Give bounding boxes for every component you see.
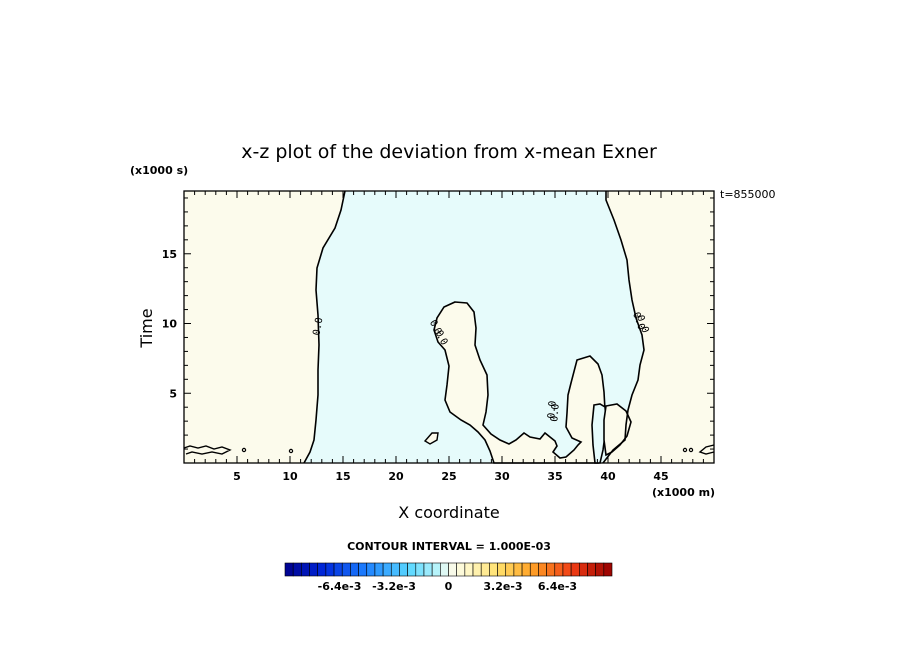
contour-wiggle-right (698, 444, 715, 455)
contour-interval-label: CONTOUR INTERVAL = 1.000E-03 (347, 540, 551, 553)
x-tick-label: 30 (494, 470, 510, 483)
colorbar-swatch (448, 562, 457, 577)
colorbar-swatch (440, 562, 449, 577)
colorbar-tick-label: 6.4e-3 (538, 580, 577, 593)
colorbar-swatch (309, 562, 318, 577)
colorbar-swatch (513, 562, 523, 577)
colorbar-swatch (431, 562, 441, 577)
colorbar-swatch (546, 562, 556, 577)
y-tick-label: 5 (169, 387, 177, 400)
time-label: t=855000 (720, 188, 776, 201)
colorbar (284, 562, 613, 577)
x-tick-label: 40 (600, 470, 616, 483)
colorbar-swatch (301, 562, 310, 577)
contour-label: 0.0 (549, 403, 562, 422)
colorbar-swatch (562, 562, 572, 577)
x-tick-label: 5 (233, 470, 241, 483)
x-tick-label: 25 (441, 470, 456, 483)
colorbar-swatch (390, 562, 400, 577)
colorbar-swatch (366, 562, 376, 577)
colorbar-swatch (603, 562, 613, 577)
colorbar-tick-label: -6.4e-3 (318, 580, 362, 593)
contour-labels: 0.0 0.00.00.00.0 0.00.0 (312, 311, 651, 422)
axis-tick-labels: 5 10 15 20 25 30 35 40 45 5 10 15 (162, 248, 669, 483)
x-axis-unit: (x1000 m) (652, 486, 715, 499)
colorbar-swatch (480, 562, 490, 577)
plot-area (183, 190, 715, 464)
y-axis-label: Time (137, 308, 156, 348)
x-tick-label: 35 (547, 470, 562, 483)
colorbar-swatch (472, 562, 482, 577)
colorbar-swatch (464, 562, 474, 577)
colorbar-swatch (341, 562, 351, 577)
contour-left (303, 190, 346, 464)
contour-dot-1 (241, 447, 247, 453)
pocket-38 (591, 403, 607, 464)
colorbar-swatch (587, 562, 596, 577)
colorbar-swatch (595, 562, 605, 577)
colorbar-swatch (317, 562, 327, 577)
contour-right (602, 191, 645, 464)
contour-dot-2 (288, 448, 294, 454)
colorbar-swatch (333, 562, 343, 577)
colorbar-swatch (570, 562, 580, 577)
x-tick-label: 15 (335, 470, 350, 483)
colorbar-swatch (399, 562, 408, 577)
axis-ticks (184, 191, 714, 463)
y-axis-unit: (x1000 s) (130, 164, 188, 177)
contour-label: 0.0 (312, 317, 326, 337)
colorbar-tick-label: 0 (445, 580, 453, 593)
colorbar-swatch (578, 562, 588, 577)
colorbar-swatch (382, 562, 392, 577)
contour-blob-small (423, 432, 439, 445)
contour-wiggle-left (183, 445, 232, 455)
colorbar-swatch (529, 562, 539, 577)
colorbar-swatch (358, 562, 368, 577)
chart-title: x-z plot of the deviation from x-mean Ex… (241, 141, 657, 163)
colorbar-swatch (374, 562, 384, 577)
colorbar-swatch (284, 562, 294, 577)
x-tick-label: 10 (282, 470, 298, 483)
colorbar-swatch (489, 562, 498, 577)
colorbar-swatch (456, 562, 466, 577)
colorbar-swatch (407, 562, 417, 577)
contour-label: 0.0 (546, 400, 559, 419)
colorbar-swatch (350, 562, 359, 577)
colorbar-swatch (521, 562, 531, 577)
colorbar-swatch (423, 562, 433, 577)
colorbar-swatch (505, 562, 515, 577)
colorbar-swatch (497, 562, 507, 577)
colorbar-swatch (554, 562, 564, 577)
x-tick-label: 20 (388, 470, 404, 483)
y-tick-label: 15 (162, 248, 177, 261)
colorbar-swatch (292, 562, 302, 577)
x-tick-label: 45 (653, 470, 668, 483)
contour-dot-4 (688, 447, 694, 453)
colorbar-tick-labels: -6.4e-3 -3.2e-3 0 3.2e-3 6.4e-3 (318, 580, 577, 593)
x-axis-label: X coordinate (398, 503, 499, 522)
colorbar-tick-label: 3.2e-3 (483, 580, 522, 593)
colorbar-swatch (325, 562, 335, 577)
colorbar-swatch (538, 562, 547, 577)
contour-dot-3 (682, 447, 688, 453)
y-tick-label: 10 (162, 318, 178, 331)
colorbar-swatch (415, 562, 425, 577)
blob-25 (433, 301, 606, 464)
colorbar-tick-label: -3.2e-3 (372, 580, 416, 593)
